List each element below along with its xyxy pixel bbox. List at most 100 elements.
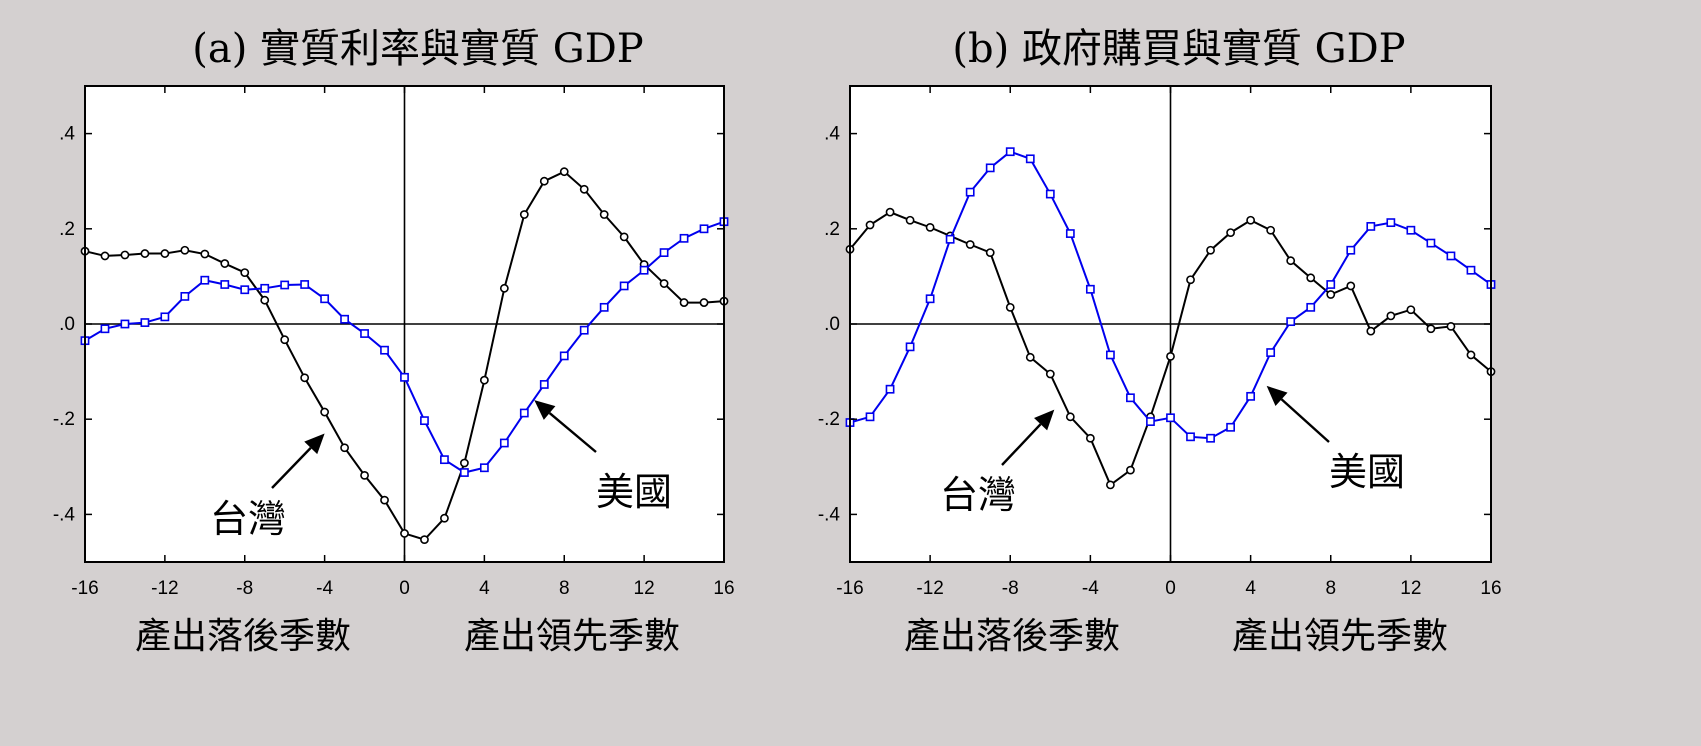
annotation-arrow [548, 412, 597, 453]
data-point [1426, 238, 1436, 248]
data-point [985, 163, 995, 173]
data-point [100, 251, 110, 261]
annotation-arrow [1280, 398, 1330, 443]
data-point [1045, 189, 1055, 199]
y-tick-label: .4 [59, 124, 75, 145]
data-point [905, 342, 915, 352]
data-point [280, 280, 290, 290]
data-point [1286, 317, 1296, 327]
x-tick-label: 4 [1245, 578, 1256, 599]
x-axis-label-lag: 產出落後季數 [135, 616, 351, 657]
x-axis-label-lead: 產出領先季數 [464, 616, 680, 657]
data-point [380, 495, 389, 505]
data-point [320, 294, 330, 304]
data-point [1426, 324, 1436, 334]
data-point [1406, 225, 1416, 235]
data-point [1065, 412, 1075, 422]
y-tick-label: -.4 [53, 504, 76, 525]
data-point [1366, 326, 1376, 336]
data-point [1206, 433, 1215, 443]
data-point [1025, 154, 1035, 164]
data-point [1326, 280, 1336, 289]
annotation-arrow [271, 447, 312, 489]
data-point [1466, 265, 1476, 275]
data-point [1065, 229, 1075, 238]
data-point [1166, 351, 1175, 361]
data-point [1206, 245, 1215, 255]
data-point [519, 210, 529, 219]
x-tick-label: 16 [713, 578, 734, 599]
data-point [1386, 218, 1396, 228]
y-tick-label: .0 [59, 314, 75, 335]
y-tick-label: -.4 [818, 504, 841, 525]
chart-title: (a) 實質利率與實質 GDP [192, 26, 643, 72]
data-point [699, 224, 709, 234]
data-point [499, 438, 509, 448]
x-tick-label: -4 [316, 578, 333, 599]
data-point [280, 335, 290, 345]
annotation-label: 台灣 [940, 473, 1016, 517]
data-point [659, 248, 669, 257]
data-point [1266, 225, 1276, 235]
x-tick-label: 16 [1480, 578, 1501, 599]
y-tick-label: .0 [824, 314, 840, 335]
data-point [420, 535, 429, 545]
x-tick-label: -16 [836, 578, 863, 599]
data-point [1326, 290, 1336, 299]
x-axis-label-lead: 產出領先季數 [1232, 616, 1448, 657]
x-tick-label: 12 [1400, 578, 1421, 599]
data-point [260, 295, 270, 305]
annotation-arrow [1001, 423, 1042, 466]
data-point [1126, 465, 1135, 475]
x-tick-label: 12 [634, 578, 655, 599]
data-point [1226, 422, 1235, 432]
data-point [499, 283, 509, 293]
data-point [240, 268, 250, 277]
data-point [100, 324, 110, 334]
data-point [945, 234, 955, 244]
data-point [1366, 222, 1376, 231]
data-point [140, 318, 150, 327]
data-point [1106, 480, 1115, 490]
x-tick-label: -4 [1082, 578, 1099, 599]
data-point [519, 408, 529, 418]
chart-panel-b: (b) 政府購買與實質 GDP .4 .2 .0 -.2 -.4 -16 -12 -8 -4 0 4 8… [818, 26, 1502, 657]
data-point [619, 281, 629, 291]
data-point [1146, 417, 1155, 426]
data-point [440, 455, 449, 465]
data-point [885, 207, 895, 217]
data-point [320, 407, 330, 417]
data-point [1266, 348, 1276, 357]
annotation-label: 美國 [596, 470, 672, 514]
data-point [599, 302, 609, 312]
data-point [985, 248, 995, 257]
arrow-head [304, 433, 325, 455]
data-point [220, 280, 230, 289]
x-tick-label: 0 [1165, 578, 1176, 599]
x-tick-label: 4 [479, 578, 490, 599]
annotation-usa: 美國 [1266, 385, 1405, 494]
data-point [360, 470, 369, 480]
x-axis-label-lag: 產出落後季數 [904, 616, 1120, 657]
data-point [559, 167, 569, 177]
data-point [240, 285, 250, 295]
data-point [619, 232, 629, 242]
data-point [300, 373, 310, 383]
data-point [639, 265, 649, 275]
data-point [1346, 245, 1356, 255]
y-tick-label: .2 [824, 219, 840, 240]
data-point [865, 412, 875, 422]
data-point [180, 291, 190, 301]
data-point [885, 384, 895, 394]
data-point [905, 215, 915, 225]
data-point [1005, 302, 1015, 312]
data-point [925, 294, 935, 304]
x-tick-label: 8 [559, 578, 570, 599]
arrow-head [1266, 385, 1288, 406]
y-tick-label: -.2 [818, 409, 840, 430]
data-point [679, 233, 689, 243]
data-point [460, 458, 469, 468]
data-point [965, 187, 975, 197]
y-tick-label: .4 [824, 124, 840, 145]
data-point [1005, 147, 1015, 157]
